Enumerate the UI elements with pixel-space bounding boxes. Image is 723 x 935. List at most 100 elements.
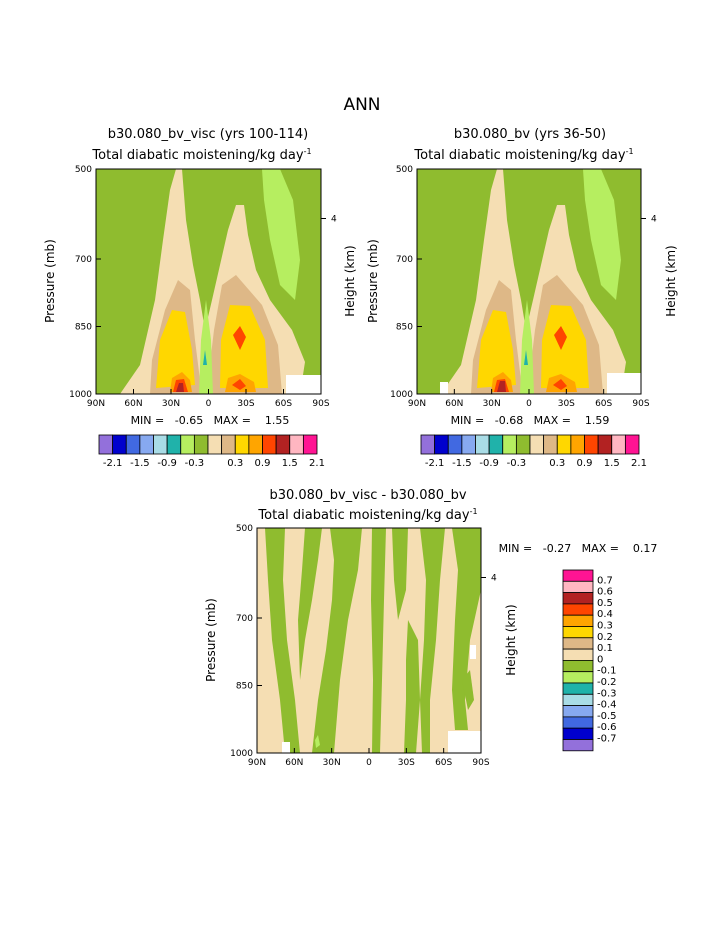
x-tick-label: 90S <box>632 399 649 409</box>
colorbar-swatch <box>562 569 594 582</box>
colorbar-swatch <box>515 434 531 455</box>
colorbar-label: -0.1 <box>597 666 617 677</box>
panel-diff-y-axis: 500 700 850 1000 <box>230 524 262 759</box>
panel-right-title: b30.080_bv (yrs 36-50) <box>454 127 606 142</box>
panel-left: b30.080_bv_visc (yrs 100-114) Total diab… <box>43 127 357 427</box>
y-tick-label: 1000 <box>230 749 253 759</box>
x-tick-label: 0 <box>366 758 372 768</box>
x-tick-label: 0 <box>526 399 532 409</box>
colorbar-swatch <box>125 434 141 455</box>
panel-right: b30.080_bv (yrs 36-50) Total diabatic mo… <box>366 127 678 427</box>
colorbar-swatch <box>562 637 594 650</box>
y-tick-label: 1000 <box>390 390 413 400</box>
colorbar-swatch <box>584 434 599 455</box>
colorbar-label: -0.3 <box>597 688 617 699</box>
missing-data-mask <box>448 731 481 753</box>
x-tick-label: 30N <box>323 758 341 768</box>
colorbar-label: 0 <box>597 654 603 665</box>
colorbar-swatch <box>562 693 594 706</box>
y-tick-label: 700 <box>396 255 413 265</box>
colorbar-label: 0.5 <box>597 598 613 609</box>
colorbar-swatch <box>275 434 291 455</box>
colorbar-label: -2.1 <box>103 458 123 469</box>
x-tick-label: 30N <box>162 399 180 409</box>
colorbar-swatch <box>611 434 626 455</box>
contour-fill-0 <box>420 528 445 753</box>
colorbar-swatch <box>502 434 517 455</box>
panel-right-plot <box>416 168 642 395</box>
x-tick-label: 90N <box>408 399 426 409</box>
contour-fill-m02 <box>524 350 528 365</box>
colorbar-label: -0.5 <box>597 711 617 722</box>
panel-left-x-axis: 90N 60N 30N 0 30S 60S 90S <box>87 389 330 409</box>
colorbar-swatch <box>98 434 114 455</box>
colorbar-label: 0.3 <box>227 458 243 469</box>
colorbar-swatch <box>302 434 318 455</box>
x-tick-label: 30S <box>237 399 254 409</box>
colorbar-swatch <box>543 434 558 455</box>
colorbar-swatch <box>529 434 545 455</box>
panel-diff-x-axis: 90N 60N 30N 0 30S 60S 90S <box>248 748 490 768</box>
x-tick-label: 0 <box>206 399 212 409</box>
colorbar-swatch <box>434 434 449 455</box>
contour-fill-m01-b <box>199 300 213 394</box>
panel-diff-height-axis: 4 <box>481 574 497 584</box>
panel-left-stats: MIN = -0.65 MAX = 1.55 <box>131 414 290 427</box>
colorbar-swatch <box>562 739 594 752</box>
colorbar-label: 0.4 <box>597 609 613 620</box>
figure-title: ANN <box>343 95 380 115</box>
y-tick-label: 700 <box>75 255 92 265</box>
contour-fill-0 <box>404 620 420 753</box>
pressure-axis-label: Pressure (mb) <box>204 598 218 682</box>
colorbar-label: 1.5 <box>604 458 620 469</box>
colorbar-label: -0.4 <box>597 700 617 711</box>
contour-fill-03 <box>156 305 268 388</box>
colorbar-label: -1.5 <box>130 458 150 469</box>
contour-fill-m02 <box>203 350 207 365</box>
y-tick-label: 850 <box>75 323 92 333</box>
colorbar-swatch <box>562 682 594 695</box>
y-tick-label: 850 <box>396 323 413 333</box>
contour-fill-m01 <box>583 169 621 300</box>
colorbar-swatch <box>207 434 223 455</box>
x-tick-label: 60S <box>275 399 292 409</box>
colorbar-diff: 0.70.60.50.40.30.20.10-0.1-0.2-0.3-0.4-0… <box>562 569 617 752</box>
x-tick-label: 30S <box>398 758 415 768</box>
colorbar-swatch <box>153 434 168 455</box>
colorbar-swatch <box>180 434 195 455</box>
contour-fill-04 <box>491 372 577 392</box>
colorbar-swatch <box>562 603 594 616</box>
colorbar-left: -2.1 -1.5 -0.9 -0.3 0.3 0.9 1.5 2.1 <box>98 434 325 469</box>
colorbar-label: 0.9 <box>255 458 271 469</box>
panel-diff: b30.080_bv_visc - b30.080_bv Total diaba… <box>204 488 657 768</box>
y-tick-label: 1000 <box>69 390 92 400</box>
colorbar-label: 0.2 <box>597 632 613 643</box>
contour-fill-06 <box>176 383 184 392</box>
missing-data-mask <box>282 742 290 753</box>
contour-fill-06 <box>497 381 506 392</box>
colorbar-label: 1.5 <box>282 458 298 469</box>
colorbar-label: 0.6 <box>597 587 613 598</box>
x-tick-label: 60S <box>595 399 612 409</box>
height-tick-label: 4 <box>491 574 497 584</box>
colorbar-swatch <box>556 434 572 455</box>
panel-diff-plot <box>256 527 482 754</box>
colorbar-swatch <box>262 434 277 455</box>
panel-right-subtitle: Total diabatic moistening/kg day-1 <box>413 147 633 163</box>
colorbar-swatch <box>562 716 594 729</box>
contour-fill-0 <box>392 528 408 620</box>
x-tick-label: 60N <box>124 399 142 409</box>
colorbar-right: -2.1 -1.5 -0.9 -0.3 0.3 0.9 1.5 2.1 <box>420 434 647 469</box>
colorbar-swatch <box>221 434 236 455</box>
pressure-axis-label: Pressure (mb) <box>366 239 380 323</box>
panel-right-y-axis: 500 700 850 1000 <box>390 165 422 400</box>
colorbar-label: -0.9 <box>157 458 177 469</box>
colorbar-swatch <box>248 434 263 455</box>
colorbar-label: 2.1 <box>309 458 325 469</box>
colorbar-swatch <box>597 434 613 455</box>
contour-fill-0 <box>312 528 362 753</box>
contour-fill-03 <box>477 305 589 388</box>
x-tick-label: 90N <box>248 758 266 768</box>
colorbar-swatch <box>562 580 594 593</box>
y-tick-label: 500 <box>75 165 92 175</box>
